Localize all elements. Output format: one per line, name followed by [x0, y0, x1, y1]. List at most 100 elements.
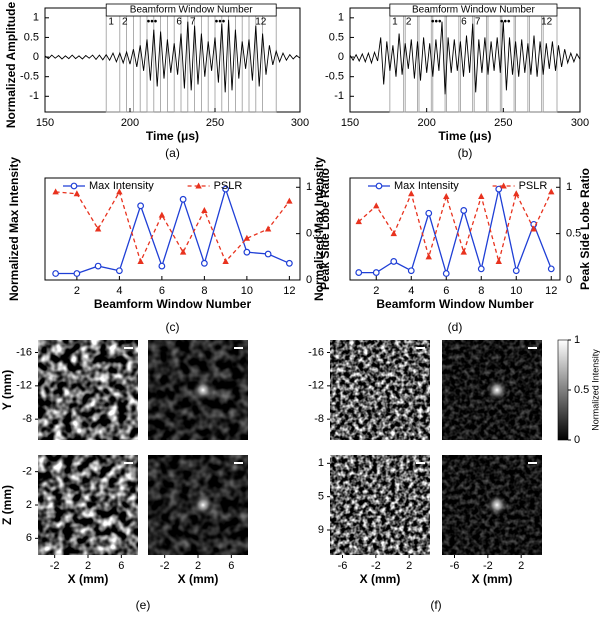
x-tick-label: 150 — [341, 117, 359, 129]
window-label: ••• — [431, 17, 442, 28]
marker — [390, 258, 398, 265]
x-axis-label: X (mm) — [360, 572, 401, 586]
x-tick-label: -2 — [50, 560, 60, 572]
window-label: 6 — [461, 17, 467, 28]
y-tick-label: 2 — [26, 499, 32, 511]
waveform-line — [44, 19, 301, 93]
x-tick-label: 250 — [494, 117, 512, 129]
y-tick-label: 0 — [338, 51, 344, 63]
marker — [460, 207, 468, 214]
marker — [115, 267, 123, 275]
y-tick-label: -0.5 — [325, 71, 344, 83]
y-tick-label: 1 — [33, 12, 39, 24]
focal-spot — [192, 379, 214, 401]
y2-axis-label: Peak Side Lobe Ratio — [318, 168, 332, 290]
caption: (d) — [448, 320, 463, 334]
marker — [373, 202, 380, 209]
marker — [116, 188, 123, 195]
speckle-image — [330, 340, 430, 440]
caption: (b) — [458, 146, 473, 160]
y-tick-label: -12 — [16, 380, 32, 392]
legend-swatch — [195, 182, 202, 189]
plot-area — [44, 177, 301, 281]
x-axis-label: Time (μs) — [438, 129, 491, 143]
marker — [243, 234, 251, 241]
x-tick-label: -6 — [450, 560, 460, 572]
y2-axis-label: Peak Side Lobe Ratio — [578, 168, 592, 290]
x-tick-label: 250 — [206, 117, 224, 129]
y-tick-label: -16 — [308, 346, 324, 358]
x-axis-label: X (mm) — [472, 572, 513, 586]
marker — [222, 257, 229, 264]
x-tick-label: 2 — [406, 560, 412, 572]
x-tick-label: -2 — [160, 560, 170, 572]
x-tick-label: 10 — [241, 285, 253, 297]
marker — [407, 267, 415, 275]
window-header — [105, 3, 277, 17]
y-tick-label: -8 — [22, 413, 32, 425]
y2-tick-label: 0 — [306, 274, 312, 286]
y-tick-label: 1 — [318, 457, 324, 469]
marker — [513, 190, 520, 197]
marker — [286, 197, 293, 204]
marker — [372, 269, 380, 276]
x-axis-label: X (mm) — [68, 572, 109, 586]
x-tick-label: 2 — [85, 560, 91, 572]
marker — [530, 225, 537, 232]
marker — [355, 269, 363, 276]
y-tick-label: -2 — [22, 466, 32, 478]
x-tick-label: 10 — [510, 285, 522, 297]
series-line — [55, 186, 290, 275]
marker — [264, 250, 272, 258]
y-tick-label: 9 — [318, 524, 324, 536]
marker — [73, 190, 81, 197]
x-tick-label: 2 — [373, 285, 379, 297]
y-tick-label: 0.5 — [329, 31, 344, 43]
x-tick-label: 8 — [478, 285, 484, 297]
focal-spot — [192, 494, 214, 516]
marker — [264, 225, 272, 232]
y-tick-label: -1 — [29, 90, 39, 102]
y-tick-label: 6 — [26, 532, 32, 544]
x-axis-label: Beamform Window Number — [94, 297, 252, 311]
legend-label: PSLR — [519, 180, 548, 192]
marker — [495, 185, 503, 193]
y-tick-label: 1 — [338, 12, 344, 24]
colorbar-tick-label: 0.5 — [574, 384, 589, 396]
focal-spot — [486, 379, 508, 401]
marker — [390, 230, 397, 237]
x-tick-label: 2 — [518, 560, 524, 572]
x-tick-label: -2 — [371, 560, 381, 572]
x-tick-label: 150 — [36, 117, 54, 129]
y2-tick-label: 0 — [566, 274, 572, 286]
y2-tick-label: 0.5 — [306, 228, 321, 240]
y-tick-label: -8 — [314, 413, 324, 425]
x-tick-label: 12 — [545, 285, 557, 297]
marker — [179, 195, 187, 203]
legend-label: Max Intensity — [89, 180, 154, 192]
waveform-line — [349, 21, 581, 95]
marker — [425, 209, 433, 217]
colorbar-tick-label: 1 — [574, 334, 580, 346]
x-tick-label: 300 — [291, 117, 309, 129]
y-axis-label: Normalized Max Intensity — [312, 157, 326, 301]
x-axis-label: Time (μs) — [146, 129, 199, 143]
speckle-image — [38, 340, 138, 440]
x-tick-label: 4 — [116, 285, 122, 297]
speckle-image — [38, 455, 138, 555]
marker — [477, 265, 485, 273]
x-axis-label: Beamform Window Number — [376, 297, 534, 311]
plot-area — [349, 177, 561, 281]
x-tick-label: 2 — [195, 560, 201, 572]
y-tick-label: -16 — [16, 346, 32, 358]
colorbar — [557, 339, 569, 441]
window-label: ••• — [147, 17, 158, 28]
caption: (e) — [136, 598, 151, 612]
y2-tick-label: 1 — [566, 181, 572, 193]
y-tick-label: -1 — [334, 90, 344, 102]
x-tick-label: 200 — [121, 117, 139, 129]
x-tick-label: 2 — [74, 285, 80, 297]
y-axis-label: Normalized Amplitude — [4, 2, 18, 129]
x-tick-label: 4 — [408, 285, 414, 297]
